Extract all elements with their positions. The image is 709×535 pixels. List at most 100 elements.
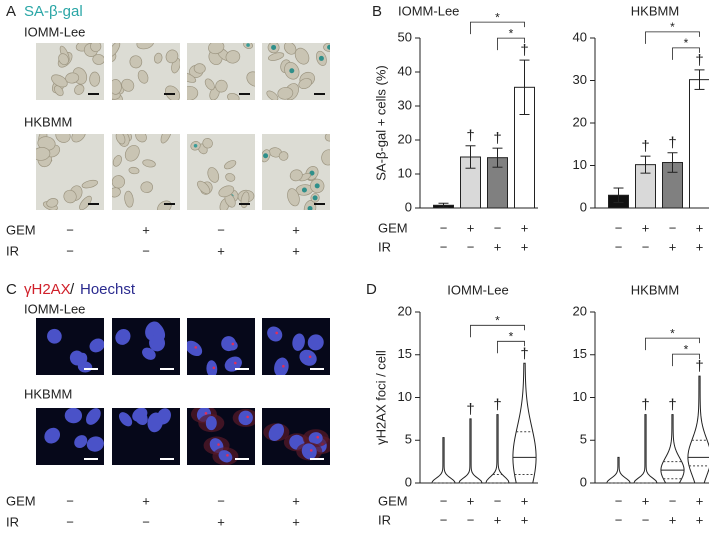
cell (79, 195, 92, 210)
cell (90, 43, 102, 53)
nucleus (267, 326, 283, 342)
y-tick-label: 10 (398, 389, 412, 404)
panel-title: γH2AX (24, 281, 71, 298)
focus (212, 366, 216, 370)
cell (207, 167, 220, 183)
condition-sign: − (669, 220, 677, 235)
focus (246, 415, 249, 419)
y-tick-label: 0 (580, 199, 587, 214)
condition-sign: + (696, 239, 704, 254)
nucleus (142, 347, 156, 360)
condition-sign: − (66, 243, 74, 258)
cell (58, 53, 69, 66)
chart-title: HKBMM (631, 3, 679, 18)
nucleus (268, 423, 285, 441)
cell (112, 79, 122, 95)
micrograph (112, 134, 180, 210)
significance-marker: † (695, 52, 703, 69)
y-tick-label: 0 (580, 474, 587, 489)
row-label: HKBMM (24, 386, 72, 401)
y-tick-label: 10 (573, 389, 587, 404)
y-tick-label: 20 (398, 131, 412, 146)
significance-star: * (495, 10, 500, 24)
condition-label: IR (378, 512, 391, 527)
cell (321, 149, 330, 166)
micrograph (187, 134, 255, 210)
significance-star: * (509, 26, 514, 40)
cell (267, 52, 285, 61)
cell (54, 85, 64, 97)
stain (193, 143, 198, 148)
nucleus (274, 357, 289, 375)
cell (137, 69, 149, 84)
stain (271, 44, 277, 50)
violin (485, 414, 510, 484)
nucleus (86, 408, 101, 425)
focus (316, 435, 320, 439)
condition-sign: + (521, 239, 529, 254)
focus (194, 346, 198, 349)
micrograph (36, 318, 104, 375)
condition-sign: − (669, 493, 677, 508)
condition-sign: − (615, 512, 623, 527)
condition-sign: + (292, 514, 300, 529)
panel-label: B (372, 3, 382, 20)
micrograph (187, 43, 255, 100)
cell (165, 49, 179, 64)
significance-marker: † (668, 135, 676, 152)
condition-sign: + (292, 222, 300, 237)
condition-sign: − (615, 493, 623, 508)
stain (246, 43, 250, 47)
y-axis-label: γH2AX foci / cell (373, 350, 388, 445)
micrograph (187, 318, 255, 375)
focus (309, 449, 313, 452)
micrograph-content (262, 134, 330, 210)
condition-sign: − (642, 512, 650, 527)
nucleus (308, 432, 323, 445)
micrograph-content (112, 134, 180, 210)
nucleus (86, 436, 104, 452)
cell (112, 187, 121, 198)
condition-sign: + (142, 222, 150, 237)
cell (65, 72, 80, 84)
cell (153, 52, 163, 64)
cell (324, 134, 330, 142)
nucleus (292, 333, 305, 351)
condition-label: GEM (378, 493, 408, 508)
micrograph-bg (112, 318, 180, 375)
micrograph (36, 134, 104, 210)
condition-sign: + (467, 493, 475, 508)
nucleus (301, 443, 317, 460)
focus (282, 364, 285, 368)
panel-title: / (70, 281, 75, 298)
condition-sign: − (142, 514, 150, 529)
micrograph-content (112, 318, 180, 375)
chart-title: IOMM-Lee (447, 282, 508, 297)
chart-title: IOMM-Lee (398, 3, 459, 18)
y-tick-label: 30 (573, 72, 587, 87)
cell (246, 71, 255, 87)
condition-sign: − (615, 220, 623, 235)
nucleus (149, 334, 165, 352)
nucleus (47, 328, 62, 344)
violin (660, 414, 685, 484)
focus (217, 443, 220, 446)
cell (128, 166, 140, 175)
cell (55, 134, 71, 143)
significance-marker: † (520, 345, 528, 362)
focus (226, 454, 229, 457)
nucleus (147, 412, 163, 433)
y-tick-label: 40 (573, 29, 587, 44)
row-label: IOMM-Lee (24, 24, 85, 39)
condition-sign: + (669, 512, 677, 527)
significance-bracket (497, 340, 525, 354)
condition-sign: − (440, 493, 448, 508)
nucleus (187, 340, 203, 357)
condition-sign: − (66, 514, 74, 529)
cell (160, 134, 172, 144)
condition-sign: + (467, 220, 475, 235)
y-tick-label: 40 (398, 63, 412, 78)
violin (431, 437, 456, 484)
y-tick-label: 0 (405, 199, 412, 214)
significance-bracket (645, 337, 700, 351)
